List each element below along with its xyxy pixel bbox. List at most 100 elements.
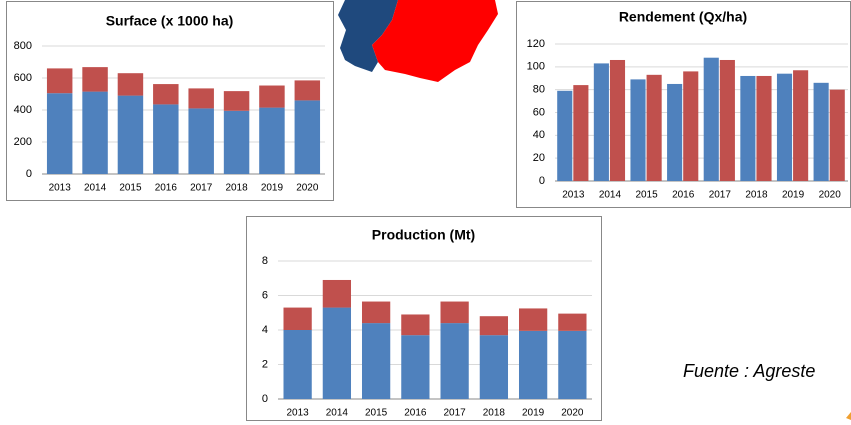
y-tick-label: 0 (262, 393, 268, 405)
x-tick-label: 2020 (296, 183, 319, 194)
x-tick-label: 2016 (155, 183, 178, 194)
bar (573, 85, 589, 181)
x-tick-label: 2017 (444, 408, 467, 419)
bar (703, 57, 719, 182)
bar (294, 80, 321, 101)
map-region-blue (338, 0, 398, 72)
bar (558, 330, 587, 399)
bar (223, 110, 250, 174)
bar (440, 323, 469, 399)
y-tick-label: 4 (262, 324, 268, 336)
bar (361, 323, 391, 399)
y-tick-label: 2 (262, 358, 268, 370)
bar (479, 335, 509, 399)
chart: Rendement (Qx/ha) 0 20 40 60 80 100 120 2013 2014… (516, 1, 851, 208)
x-tick-label: 2015 (119, 183, 142, 194)
x-tick-label: 2014 (84, 183, 107, 194)
bar (756, 75, 772, 181)
x-tick-label: 2013 (562, 190, 585, 201)
bar (294, 100, 321, 174)
bar (593, 63, 609, 181)
bar (223, 91, 250, 111)
y-tick-label: 100 (527, 61, 545, 73)
source-note: Fuente : Agreste (683, 361, 815, 381)
x-tick-label: 2015 (365, 408, 388, 419)
x-tick-label: 2013 (287, 408, 310, 419)
bar (46, 93, 73, 174)
bar (259, 85, 285, 108)
bar (719, 59, 735, 181)
bar (322, 307, 352, 399)
bar (117, 95, 144, 174)
x-tick-label: 2020 (819, 190, 842, 201)
y-tick-label: 6 (262, 289, 268, 301)
x-tick-label: 2020 (561, 408, 584, 419)
bar (322, 279, 352, 308)
bar (557, 90, 573, 181)
y-tick-label: 800 (14, 40, 32, 52)
x-tick-label: 2019 (261, 183, 284, 194)
bar (117, 73, 144, 96)
x-tick-label: 2016 (672, 190, 695, 201)
bar (667, 83, 683, 181)
x-tick-label: 2019 (522, 408, 545, 419)
y-tick-label: 0 (26, 168, 32, 180)
bar (793, 70, 809, 181)
x-tick-label: 2019 (782, 190, 805, 201)
y-tick-label: 60 (533, 106, 545, 118)
bar (609, 59, 626, 181)
x-tick-label: 2017 (709, 190, 732, 201)
y-tick-label: 600 (14, 72, 32, 84)
y-tick-label: 400 (14, 104, 32, 116)
bar (283, 307, 312, 330)
y-tick-label: 40 (533, 129, 545, 141)
bar (153, 104, 179, 174)
y-tick-label: 200 (14, 136, 32, 148)
bar (440, 301, 469, 324)
bar (46, 68, 73, 94)
chart: Production (Mt) 0 2 4 6 8 2013 2014 2015 2016 2017… (246, 216, 602, 421)
bar (259, 107, 285, 174)
bar (518, 330, 548, 399)
x-tick-label: 2018 (225, 183, 248, 194)
x-tick-label: 2014 (326, 408, 349, 419)
bar (829, 89, 845, 181)
y-tick-label: 20 (533, 152, 545, 164)
bar (518, 308, 548, 331)
chart: Surface (x 1000 ha) 0 200 400 600 800 2013 2014… (6, 1, 334, 201)
y-tick-label: 120 (527, 38, 545, 50)
x-tick-label: 2018 (745, 190, 768, 201)
bar (630, 79, 646, 181)
x-tick-label: 2018 (483, 408, 506, 419)
bar (479, 316, 509, 336)
bar (82, 91, 108, 174)
bar (188, 88, 214, 109)
bar (401, 314, 430, 336)
x-tick-label: 2013 (49, 183, 72, 194)
x-tick-label: 2015 (635, 190, 658, 201)
y-tick-label: 0 (539, 175, 545, 187)
bar (188, 108, 214, 174)
x-tick-label: 2016 (404, 408, 427, 419)
bar (740, 75, 756, 181)
map (338, 0, 498, 82)
bar (683, 71, 699, 181)
map-region-red (372, 0, 498, 82)
chart-title: Production (Mt) (372, 227, 475, 243)
x-tick-label: 2014 (599, 190, 622, 201)
x-tick-label: 2017 (190, 183, 213, 194)
bar (401, 335, 430, 399)
bar (646, 74, 662, 181)
bar (283, 330, 312, 399)
bar (153, 84, 179, 105)
y-tick-label: 8 (262, 255, 268, 267)
bar (813, 82, 829, 181)
corner-mark (846, 412, 851, 420)
chart-title: Rendement (Qx/ha) (619, 9, 747, 25)
y-tick-label: 80 (533, 84, 545, 96)
chart-title: Surface (x 1000 ha) (106, 13, 234, 29)
bar (776, 73, 793, 181)
bar (82, 67, 108, 92)
bar (361, 301, 391, 324)
